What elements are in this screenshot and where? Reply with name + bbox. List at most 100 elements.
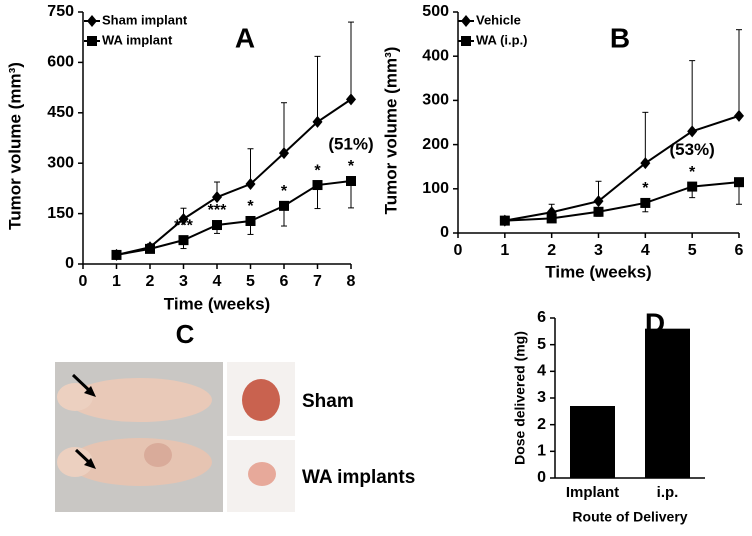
series-line (504, 181, 740, 222)
x-tick-label: 1 (112, 273, 121, 290)
y-tick-label: 4 (537, 363, 546, 380)
y-axis-title: Tumor volume (mm³) (381, 47, 400, 215)
series-line (504, 114, 740, 222)
diamond-marker (312, 115, 323, 128)
photo-label: Sham (302, 391, 354, 412)
annotation: * (247, 198, 254, 215)
x-tick-label: Implant (566, 484, 619, 501)
diamond-marker (212, 191, 222, 204)
square-marker (212, 220, 222, 231)
y-tick-label: 300 (47, 154, 74, 171)
x-tick-label: 7 (313, 273, 322, 290)
diamond-marker (593, 195, 604, 208)
square-marker (145, 243, 155, 254)
diamond-marker (461, 15, 471, 27)
square-marker (734, 177, 744, 188)
bar (570, 406, 615, 478)
square-marker (346, 176, 356, 187)
tumor (242, 379, 280, 421)
annotation: (53%) (669, 140, 714, 159)
diamond-marker (245, 178, 256, 191)
tumor (248, 462, 276, 486)
y-tick-label: 0 (65, 255, 74, 272)
chart-panel: 0 100 200 300 400 500 Tumor volume (mm³) Time (… (381, 3, 744, 281)
y-tick-label: 3 (537, 389, 546, 406)
x-tick-label: 4 (213, 273, 222, 290)
legend-label: WA (i.p.) (476, 32, 528, 47)
annotation: * (314, 162, 321, 179)
square-marker (87, 36, 97, 46)
annotation: (51%) (328, 134, 373, 153)
series-line (116, 180, 352, 256)
y-tick-label: 2 (537, 416, 546, 433)
y-tick-label: 450 (47, 104, 74, 121)
x-tick-label: 5 (688, 242, 697, 259)
panel-letter: C (176, 319, 195, 349)
annotation: * (281, 183, 288, 200)
x-tick-label: 4 (641, 242, 650, 259)
square-marker (687, 181, 698, 192)
y-tick-label: 0 (440, 224, 449, 241)
x-tick-label: 0 (454, 242, 463, 259)
y-axis-title: Tumor volume (mm³) (5, 62, 24, 230)
annotation: * (689, 164, 696, 181)
x-tick-label: i.p. (657, 484, 679, 501)
y-tick-label: 300 (422, 92, 449, 109)
diamond-marker (734, 109, 744, 122)
bar (645, 328, 690, 478)
legend-label: Sham implant (102, 12, 188, 27)
tumor (144, 443, 172, 467)
square-marker (593, 206, 604, 217)
mouse-head (57, 447, 93, 477)
mouse-head (57, 383, 93, 411)
x-tick-label: 8 (347, 273, 356, 290)
diamond-marker (279, 147, 289, 160)
mouse (68, 378, 212, 422)
square-marker (312, 180, 323, 191)
diamond-marker (178, 212, 189, 225)
diamond-marker (346, 93, 356, 106)
diamond-marker (687, 125, 698, 138)
x-tick-label: 3 (179, 273, 188, 290)
x-tick-label: 0 (79, 273, 88, 290)
annotation: * (348, 158, 355, 175)
x-axis-title: Time (weeks) (164, 294, 270, 313)
x-axis-title: Route of Delivery (572, 509, 687, 525)
y-tick-label: 200 (422, 136, 449, 153)
square-marker (245, 215, 256, 226)
y-tick-label: 600 (47, 54, 74, 71)
annotation: *** (208, 202, 227, 219)
x-tick-label: 2 (146, 273, 155, 290)
square-marker (461, 36, 471, 46)
mouse (68, 438, 212, 486)
diamond-marker (640, 157, 651, 170)
y-tick-label: 400 (422, 47, 449, 64)
x-axis-title: Time (weeks) (545, 262, 651, 281)
photo-label: WA implants (302, 467, 415, 488)
square-marker (111, 249, 122, 260)
series-line (116, 98, 352, 256)
square-marker (546, 213, 557, 224)
arrowhead (84, 386, 96, 397)
arrowhead (84, 458, 96, 469)
y-tick-label: 6 (537, 309, 546, 326)
y-tick-label: 750 (47, 3, 74, 20)
x-tick-label: 6 (280, 273, 289, 290)
square-marker (499, 215, 510, 226)
x-tick-label: 5 (246, 273, 255, 290)
annotation: * (642, 180, 649, 197)
legend-label: WA implant (102, 32, 173, 47)
x-tick-label: 3 (594, 242, 603, 259)
square-marker (640, 197, 651, 208)
panel-letter: B (610, 22, 630, 53)
square-marker (279, 200, 289, 211)
y-tick-label: 0 (537, 469, 546, 486)
y-tick-label: 100 (422, 180, 449, 197)
photo-panel: C Sham WA implants (55, 319, 415, 512)
annotation: *** (174, 217, 193, 234)
diamond-marker (87, 15, 97, 27)
y-axis-title: Dose delivered (mg) (512, 331, 528, 465)
y-tick-label: 150 (47, 205, 74, 222)
